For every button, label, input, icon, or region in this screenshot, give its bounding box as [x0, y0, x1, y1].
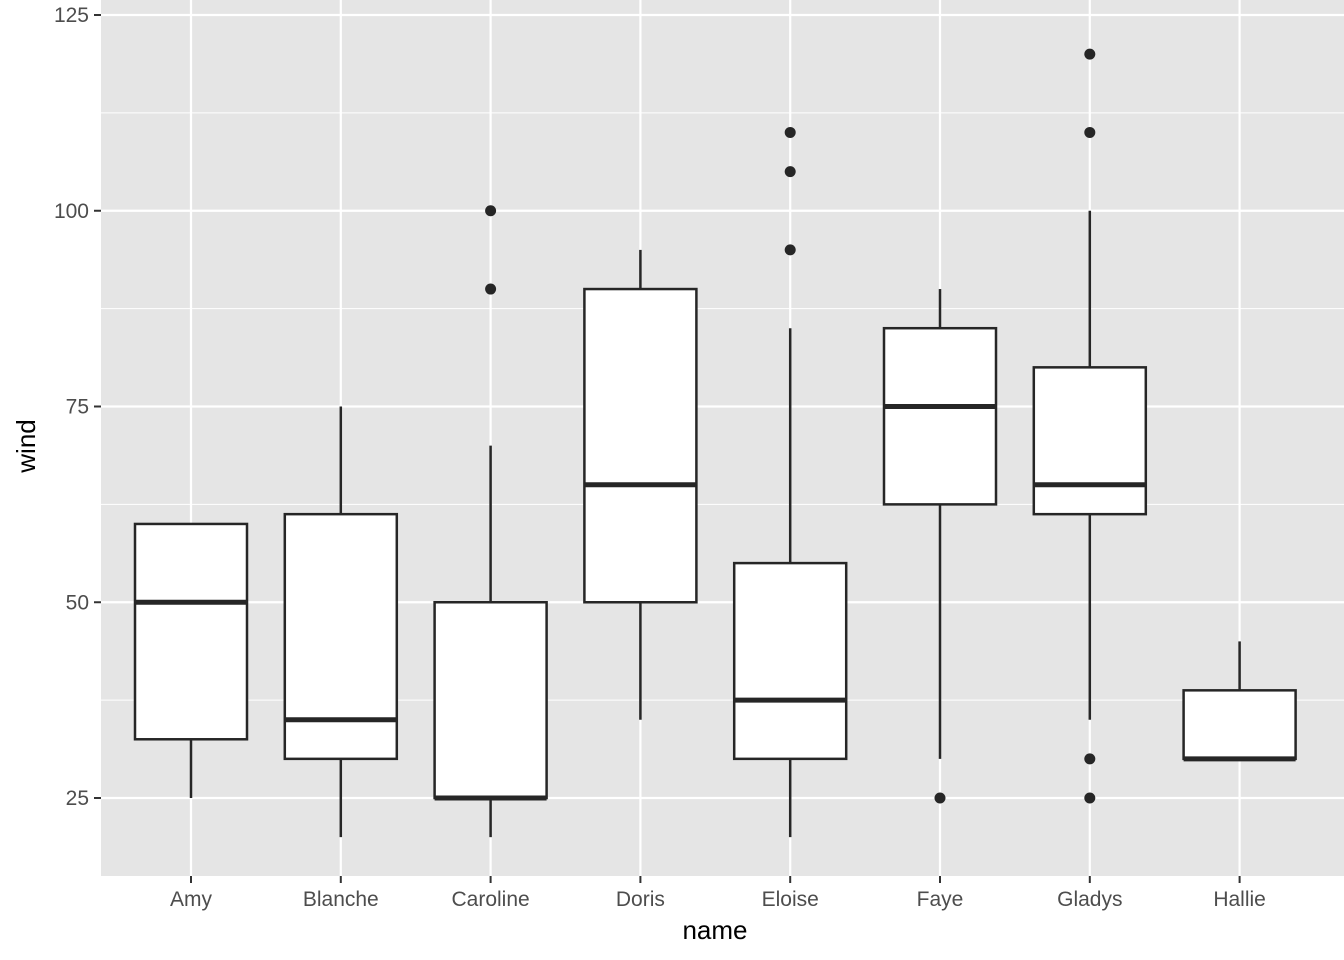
y-tick-label: 50	[66, 591, 89, 614]
x-axis: Amy Blanche Caroline Doris Eloise Faye Gladys H…	[170, 876, 1266, 911]
outlier-point	[934, 792, 946, 804]
box-iqr	[882, 326, 998, 506]
box-iqr	[732, 561, 848, 761]
y-axis: 25 50 75 100 125	[54, 4, 101, 810]
outlier-point	[784, 244, 796, 256]
y-tick-label: 75	[66, 396, 89, 419]
box-faye	[882, 289, 998, 804]
box-gladys	[1032, 48, 1148, 804]
x-tick-label: Gladys	[1057, 888, 1122, 911]
box-iqr	[433, 601, 548, 800]
box-hallie	[1182, 641, 1297, 762]
box-doris	[583, 249, 698, 720]
outlier-point	[1084, 753, 1096, 765]
y-tick-label: 100	[54, 200, 89, 223]
outlier-point	[485, 283, 497, 295]
outlier-point	[784, 126, 796, 138]
outlier-point	[1084, 48, 1096, 60]
box-blanche	[283, 406, 399, 838]
x-tick-label: Caroline	[451, 888, 529, 911]
x-tick-label: Blanche	[303, 888, 379, 911]
boxes-layer	[133, 48, 1297, 838]
x-tick-label: Amy	[170, 888, 213, 911]
x-tick-label: Hallie	[1213, 888, 1266, 911]
x-tick-label: Faye	[917, 888, 964, 911]
x-axis-title: name	[682, 915, 747, 945]
box-iqr	[1182, 689, 1297, 761]
box-eloise	[732, 126, 848, 838]
y-tick-label: 25	[66, 787, 89, 810]
box-caroline	[433, 205, 548, 838]
x-tick-label: Doris	[616, 888, 665, 911]
x-tick-label: Eloise	[762, 888, 819, 911]
box-iqr	[1032, 366, 1148, 516]
outlier-point	[1084, 126, 1096, 138]
outlier-point	[485, 205, 497, 217]
outlier-point	[1084, 792, 1096, 804]
y-axis-title: wind	[11, 419, 41, 473]
box-amy	[133, 522, 249, 798]
y-tick-label: 125	[54, 4, 89, 27]
box-iqr	[133, 522, 249, 741]
box-iqr	[583, 287, 698, 604]
outlier-point	[784, 166, 796, 178]
